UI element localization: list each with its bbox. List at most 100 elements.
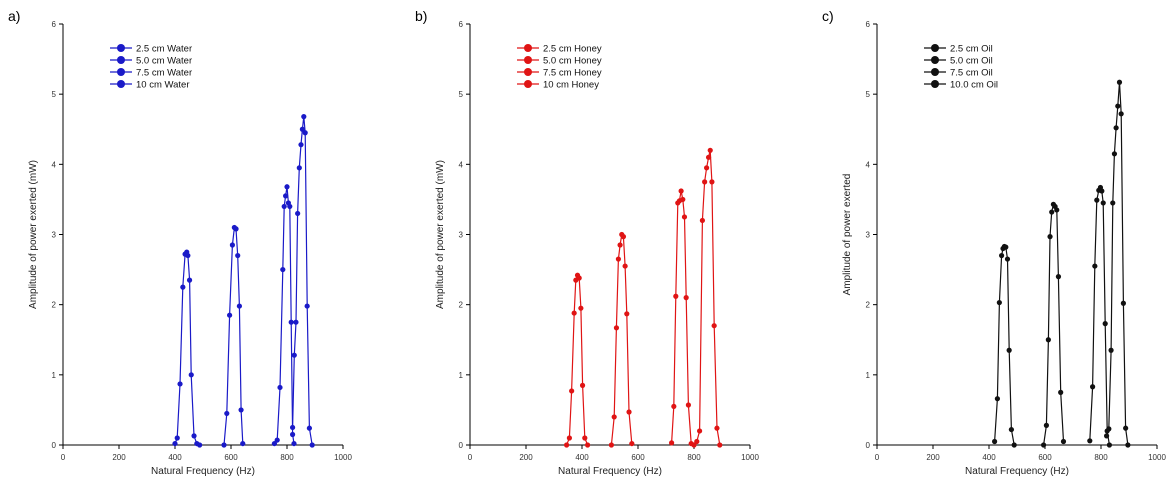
data-point [290, 424, 296, 431]
y-axis-label: Amplitude of power exerted (mW) [435, 160, 446, 309]
data-point [1055, 274, 1062, 280]
data-point [299, 126, 305, 132]
data-point [274, 437, 280, 443]
data-point [1123, 425, 1129, 431]
data-point [711, 323, 717, 329]
panel-label: b) [415, 8, 427, 24]
data-point [1060, 438, 1067, 445]
data-point [1045, 337, 1051, 343]
data-point [564, 442, 570, 448]
data-point [569, 388, 575, 394]
data-point [240, 440, 246, 447]
data-point [296, 165, 302, 171]
y-axis-label: Amplitude of power exerted (mW) [28, 160, 39, 309]
data-point [1041, 442, 1047, 448]
series-line [1089, 186, 1110, 446]
x-axis-label: Natural Frequency (Hz) [151, 466, 255, 477]
y-tick-label: 4 [866, 160, 871, 169]
chart-panel-c: c) Natural Frequency (Hz) Amplitude of p… [822, 8, 1166, 477]
x-tick-label: 0 [875, 453, 880, 462]
y-tick-label: 3 [52, 231, 57, 240]
x-axis-ticks: 0 200 400 600 800 1000 [468, 453, 760, 462]
data-point [694, 438, 700, 445]
data-point [1087, 438, 1093, 444]
legend-entry: 5.0 cm Oil [950, 56, 993, 67]
data-point [992, 438, 998, 445]
legend-entry: 2.5 cm Oil [950, 44, 993, 55]
data-point [671, 403, 677, 410]
data-point [185, 252, 191, 259]
y-tick-label: 1 [52, 371, 57, 380]
data-point [288, 319, 294, 325]
legend-marker [524, 68, 532, 76]
y-tick-label: 5 [52, 90, 57, 99]
data-point [608, 442, 615, 448]
x-tick-label: 1000 [741, 453, 759, 462]
data-point [191, 433, 197, 439]
data-point [582, 435, 588, 441]
data-point [683, 295, 689, 301]
data-point [717, 442, 723, 448]
data-point [293, 319, 299, 325]
legend-marker [524, 80, 532, 88]
data-point [571, 310, 577, 316]
x-axis-label: Natural Frequency (Hz) [558, 466, 662, 477]
x-tick-label: 800 [687, 453, 701, 462]
y-tick-label: 3 [866, 231, 871, 240]
data-point [685, 402, 692, 408]
data-point [994, 396, 1001, 402]
x-tick-label: 200 [519, 453, 533, 462]
legend-marker [524, 44, 532, 52]
data-point [996, 299, 1002, 306]
data-point [1118, 111, 1124, 117]
data-point [999, 252, 1005, 259]
data-point [302, 130, 308, 136]
data-point [1125, 442, 1131, 448]
legend-marker [931, 68, 939, 76]
data-point [186, 277, 193, 283]
data-point [1090, 384, 1096, 390]
data-point [626, 409, 632, 415]
data-point [585, 442, 591, 448]
legend-entry: 2.5 cm Water [136, 44, 192, 55]
data-point [287, 203, 293, 210]
x-axis-label: Natural Frequency (Hz) [965, 466, 1069, 477]
data-point [227, 312, 233, 318]
data-point [714, 425, 720, 431]
y-tick-label: 1 [459, 371, 464, 380]
data-point [271, 440, 277, 447]
data-point [283, 193, 289, 199]
y-tick-label: 5 [459, 90, 464, 99]
y-tick-label: 6 [52, 20, 57, 29]
legend-entry: 7.5 cm Honey [543, 68, 602, 79]
data-point [620, 234, 627, 240]
legend-entry: 2.5 cm Honey [543, 44, 602, 55]
data-point [1003, 244, 1009, 250]
x-tick-label: 400 [575, 453, 589, 462]
x-axis-ticks: 0 200 400 600 800 1000 [875, 453, 1167, 462]
legend-marker [117, 80, 125, 88]
data-point [622, 263, 628, 269]
data-point [709, 179, 715, 185]
data-point [172, 440, 178, 447]
series-line [566, 273, 589, 446]
y-tick-label: 6 [459, 20, 464, 29]
legend-marker [117, 68, 125, 76]
data-point [221, 442, 227, 448]
x-tick-label: 600 [224, 453, 238, 462]
legend-marker [931, 56, 939, 64]
data-point [1113, 125, 1119, 131]
legend-entry: 10 cm Honey [543, 80, 599, 91]
data-point [280, 266, 286, 273]
legend-entry: 5.0 cm Water [136, 56, 192, 67]
data-point [233, 226, 239, 232]
data-point [1111, 151, 1118, 157]
data-point [681, 214, 688, 220]
data-point [304, 303, 310, 309]
data-point [281, 203, 287, 210]
data-point [229, 242, 235, 248]
data-point [629, 440, 635, 447]
x-tick-label: 600 [631, 453, 645, 462]
series-line [693, 150, 721, 446]
